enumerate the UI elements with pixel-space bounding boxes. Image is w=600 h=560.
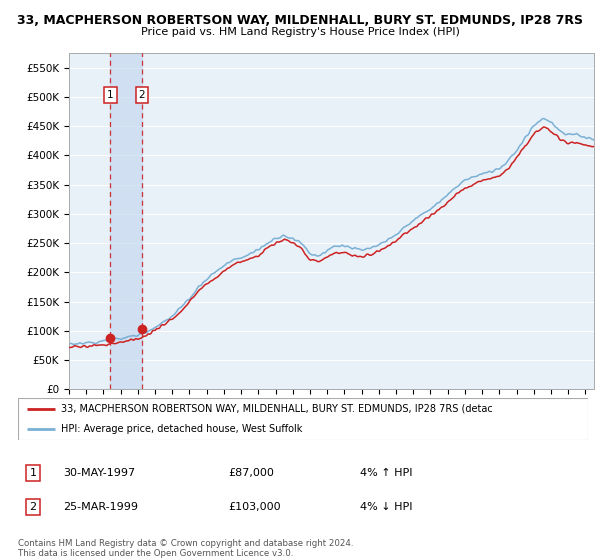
Text: 4% ↓ HPI: 4% ↓ HPI: [360, 502, 413, 512]
Text: 2: 2: [139, 90, 145, 100]
Text: 1: 1: [107, 90, 114, 100]
Text: 2: 2: [29, 502, 37, 512]
Text: Contains HM Land Registry data © Crown copyright and database right 2024.
This d: Contains HM Land Registry data © Crown c…: [18, 539, 353, 558]
Text: 33, MACPHERSON ROBERTSON WAY, MILDENHALL, BURY ST. EDMUNDS, IP28 7RS (detac: 33, MACPHERSON ROBERTSON WAY, MILDENHALL…: [61, 404, 493, 414]
Text: 25-MAR-1999: 25-MAR-1999: [63, 502, 138, 512]
Text: 4% ↑ HPI: 4% ↑ HPI: [360, 468, 413, 478]
Text: 1: 1: [29, 468, 37, 478]
Bar: [110, 53, 142, 389]
Text: 30-MAY-1997: 30-MAY-1997: [63, 468, 135, 478]
Text: £87,000: £87,000: [228, 468, 274, 478]
Text: £103,000: £103,000: [228, 502, 281, 512]
Text: HPI: Average price, detached house, West Suffolk: HPI: Average price, detached house, West…: [61, 424, 302, 434]
Text: Price paid vs. HM Land Registry's House Price Index (HPI): Price paid vs. HM Land Registry's House …: [140, 27, 460, 37]
Text: 33, MACPHERSON ROBERTSON WAY, MILDENHALL, BURY ST. EDMUNDS, IP28 7RS: 33, MACPHERSON ROBERTSON WAY, MILDENHALL…: [17, 14, 583, 27]
